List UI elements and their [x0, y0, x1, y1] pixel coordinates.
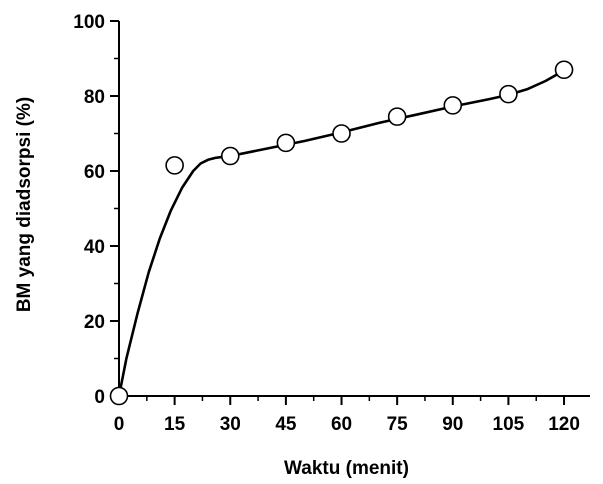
y-tick-label: 40: [84, 237, 105, 258]
y-tick-label: 20: [84, 312, 105, 333]
data-point: [109, 386, 129, 406]
y-tick-label: 100: [73, 12, 105, 33]
axes: [118, 21, 590, 397]
x-tick-label: 105: [493, 414, 525, 435]
x-tick-label: 120: [548, 414, 580, 435]
y-axis-title: BM yang diadsorpsi (%): [14, 97, 35, 312]
data-point: [387, 107, 407, 126]
y-tick-label: 80: [84, 87, 105, 108]
x-tick-label: 30: [220, 414, 241, 435]
data-point: [499, 84, 518, 104]
x-ticks: 0 15 30 45 60 75 90 105 120: [114, 396, 580, 435]
x-tick-label: 0: [114, 414, 125, 435]
x-tick-label: 90: [442, 414, 463, 435]
x-tick-label: 60: [331, 414, 352, 435]
y-ticks: 0 20 40 60 80 100: [73, 12, 119, 408]
x-tick-label: 45: [275, 414, 297, 435]
data-point: [554, 60, 574, 80]
data-point: [443, 96, 463, 115]
fit-curve-line: [117, 69, 566, 398]
x-tick-label: 75: [387, 414, 409, 435]
data-point: [165, 156, 184, 175]
data-point: [276, 133, 296, 153]
y-tick-label: 0: [94, 387, 105, 408]
data-point: [332, 124, 351, 143]
x-axis-title: Waktu (menit): [284, 458, 409, 479]
data-point: [220, 146, 240, 166]
x-tick-label: 15: [164, 414, 186, 435]
y-tick-label: 60: [84, 162, 105, 183]
data-points: [109, 60, 574, 406]
